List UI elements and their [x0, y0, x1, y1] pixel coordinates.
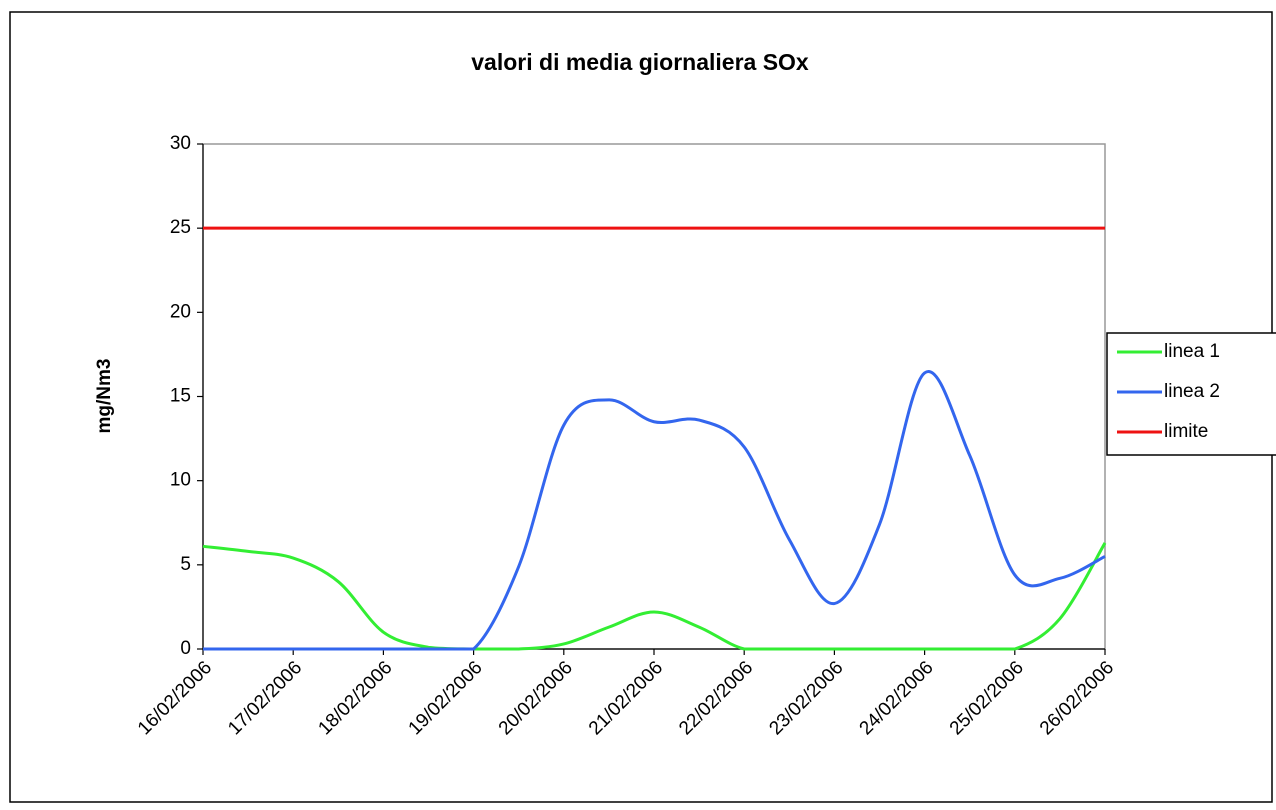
- legend-label: linea 2: [1164, 381, 1220, 402]
- y-tick-label: 15: [170, 386, 191, 407]
- y-tick-label: 10: [170, 470, 191, 491]
- series-line: [203, 370, 1106, 651]
- y-tick-label: 20: [170, 301, 191, 322]
- legend-label: limite: [1164, 421, 1208, 442]
- y-tick-label: 30: [170, 133, 191, 154]
- legend-label: linea 1: [1164, 341, 1220, 362]
- plot-area: [202, 143, 1106, 650]
- y-tick-label: 25: [170, 217, 191, 238]
- series-line: [202, 542, 1107, 651]
- chart-title: valori di media giornaliera SOx: [471, 49, 809, 75]
- y-tick-label: 0: [180, 638, 191, 659]
- y-axis-label: mg/Nm3: [94, 359, 115, 434]
- y-tick-label: 5: [180, 554, 191, 575]
